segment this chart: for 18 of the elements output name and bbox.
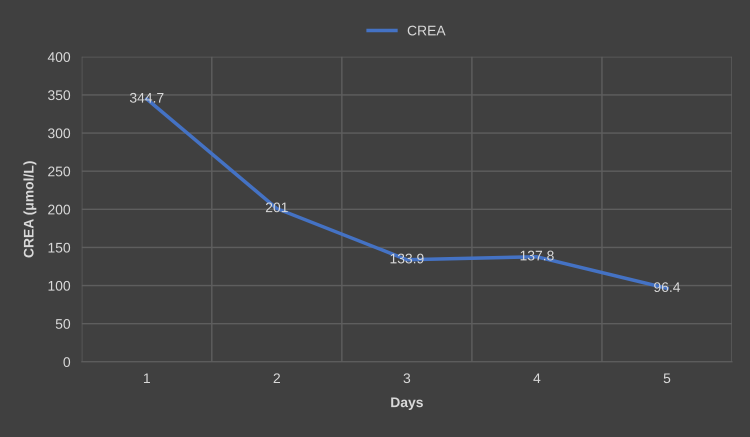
y-tick-label: 250 — [48, 166, 70, 176]
y-tick-label: 50 — [56, 319, 70, 329]
x-axis-title: Days — [391, 398, 423, 410]
x-tick-label: 4 — [533, 373, 540, 384]
x-tick-label: 3 — [404, 373, 410, 384]
legend-label: CREA — [408, 26, 446, 36]
y-tick-label: 100 — [48, 280, 70, 291]
data-label: 344.7 — [130, 92, 164, 103]
y-tick-label: 350 — [48, 90, 70, 100]
y-tick-label: 0 — [63, 357, 70, 368]
y-tick-label: 150 — [48, 242, 70, 253]
x-tick-label: 2 — [274, 373, 280, 384]
y-tick-label: 400 — [48, 52, 70, 62]
x-tick-label: 1 — [144, 373, 150, 384]
x-tick-label: 5 — [664, 373, 670, 384]
y-tick-label: 200 — [48, 204, 70, 214]
y-tick-label: 300 — [48, 128, 70, 138]
y-axis-title: CREA (μmol/L) — [23, 161, 36, 258]
